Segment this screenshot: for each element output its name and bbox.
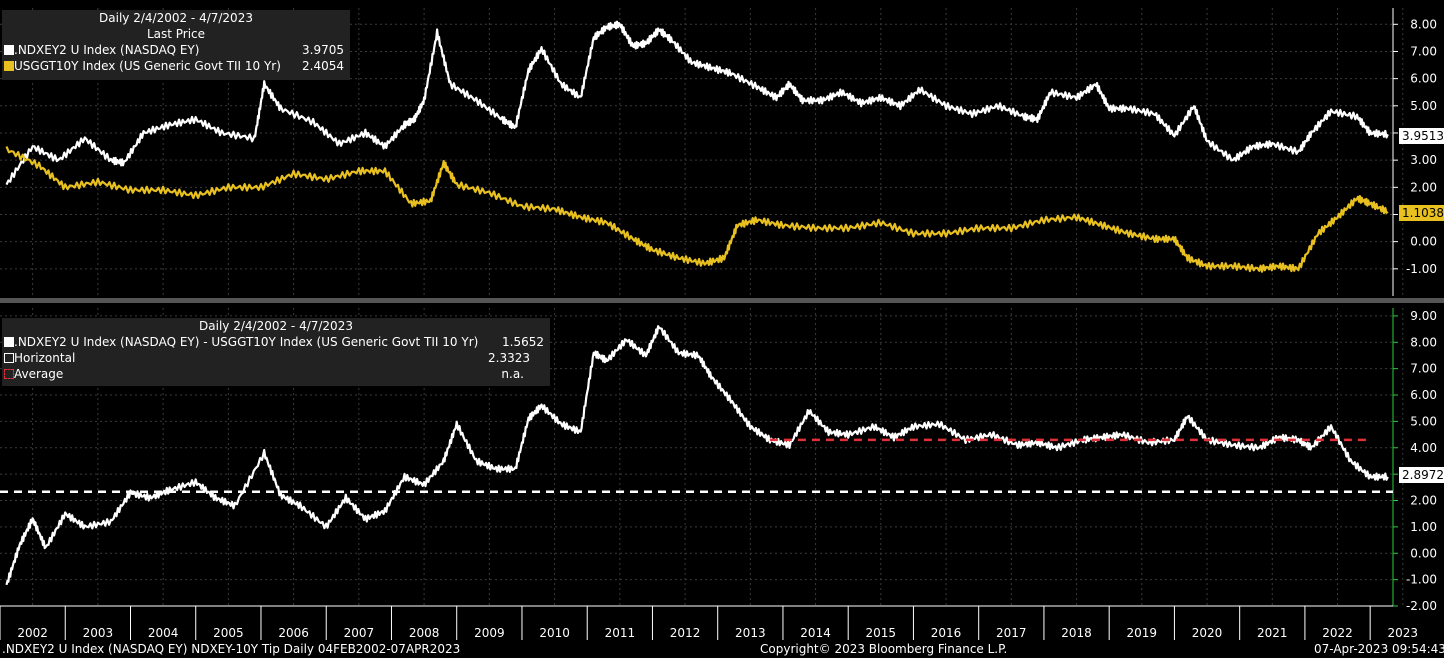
legend-label: .NDXEY2 U Index (NASDAQ EY) - USGGT10Y I… (14, 335, 479, 349)
y-tick-label: -1.00 (1406, 573, 1437, 587)
x-tick-label: 2015 (866, 626, 897, 640)
x-tick-label: 2022 (1322, 626, 1353, 640)
legend-label: Horizontal (14, 351, 76, 365)
yellow-swatch-icon (4, 61, 14, 71)
series-line-ndxey (5, 20, 1389, 186)
x-tick-label: 2013 (735, 626, 766, 640)
legend-value: n.a. (501, 367, 524, 381)
y-tick-label: 2.00 (1410, 180, 1437, 194)
footer-left-text: .NDXEY2 U Index (NASDAQ EY) NDXEY-10Y Ti… (2, 642, 461, 656)
x-axis: 2002 2003 2004 2005 2006 2007 2008 2009 2010 2011… (0, 605, 1419, 640)
chart-canvas: -1.00 0.00 1.00 2.00 3.00 4.00 5.00 6.00 7.00 8.0… (0, 8, 1444, 640)
legend-label: USGGT10Y Index (US Generic Govt TII 10 Y… (14, 59, 281, 73)
legend-value: 3.9705 (302, 43, 344, 57)
x-tick-label: 2002 (17, 626, 48, 640)
x-tick-label: 2003 (83, 626, 114, 640)
y-tick-label: 7.00 (1410, 362, 1437, 376)
x-tick-label: 2010 (539, 626, 570, 640)
y-tick-label: 4.00 (1410, 441, 1437, 455)
y-tick-label: 2.00 (1410, 494, 1437, 508)
x-tick-label: 2006 (278, 626, 309, 640)
footer-timestamp: 07-Apr-2023 09:54:43 (1314, 642, 1444, 656)
x-tick-label: 2021 (1257, 626, 1288, 640)
y-tick-label: 5.00 (1410, 99, 1437, 113)
x-tick-label: 2023 (1388, 626, 1419, 640)
bottom-legend: Daily 2/4/2002 - 4/7/2023 .NDXEY2 U Inde… (2, 318, 550, 386)
x-tick-label: 2014 (800, 626, 831, 640)
y-tick-label: 0.00 (1410, 546, 1437, 560)
y-tick-label: -2.00 (1406, 599, 1437, 613)
panel-divider (0, 298, 1444, 303)
bottom-legend-entry-horizontal[interactable]: Horizontal 2.3323 (2, 350, 550, 366)
y-tick-label: 0.00 (1410, 235, 1437, 249)
white-swatch-icon (4, 45, 14, 55)
y-tick-label: 7.00 (1410, 44, 1437, 58)
footer-copyright: Copyright© 2023 Bloomberg Finance L.P. (760, 642, 1008, 656)
x-tick-label: 2011 (605, 626, 636, 640)
bottom-legend-entry-spread[interactable]: .NDXEY2 U Index (NASDAQ EY) - USGGT10Y I… (2, 334, 550, 350)
x-tick-label: 2016 (931, 626, 962, 640)
legend-label: .NDXEY2 U Index (NASDAQ EY) (14, 43, 200, 57)
top-legend-subheader: Last Price (146, 27, 206, 41)
top-legend: Daily 2/4/2002 - 4/7/2023 Last Price .ND… (2, 10, 350, 80)
x-tick-label: 2017 (996, 626, 1027, 640)
white-swatch-icon (4, 337, 14, 347)
last-price-tag-spread: 2.8972 (1399, 467, 1444, 483)
top-panel: -1.000.001.002.003.004.005.006.007.008.0… (0, 8, 1444, 303)
x-tick-label: 2020 (1192, 626, 1223, 640)
y-tick-label: 8.00 (1410, 335, 1437, 349)
x-tick-label: 2018 (1061, 626, 1092, 640)
x-tick-label: 2008 (409, 626, 440, 640)
x-tick-label: 2019 (1127, 626, 1158, 640)
legend-value: 1.5652 (502, 335, 544, 349)
top-legend-entry-ndxey[interactable]: .NDXEY2 U Index (NASDAQ EY) 3.9705 (2, 42, 350, 58)
y-tick-label: 3.00 (1410, 153, 1437, 167)
hollow-swatch-icon (4, 353, 14, 363)
series-line-spread (5, 325, 1389, 586)
last-price-tag-yellow: 1.1038 (1399, 205, 1444, 221)
bottom-legend-entry-average[interactable]: Average n.a. (2, 366, 550, 382)
legend-label: Average (14, 367, 64, 381)
x-tick-label: 2012 (670, 626, 701, 640)
legend-value: 2.4054 (302, 59, 344, 73)
top-legend-entry-tips[interactable]: USGGT10Y Index (US Generic Govt TII 10 Y… (2, 58, 350, 74)
x-tick-label: 2007 (344, 626, 375, 640)
last-price-tag-white: 3.9513 (1399, 128, 1444, 144)
y-tick-label: 6.00 (1410, 72, 1437, 86)
bottom-legend-header: Daily 2/4/2002 - 4/7/2023 (199, 319, 353, 333)
y-tick-label: 8.00 (1410, 17, 1437, 31)
y-tick-label: 1.00 (1410, 520, 1437, 534)
footer-bar: .NDXEY2 U Index (NASDAQ EY) NDXEY-10Y Ti… (0, 640, 1444, 658)
y-tick-label: 9.00 (1410, 309, 1437, 323)
x-tick-label: 2004 (148, 626, 179, 640)
y-tick-label: -1.00 (1406, 262, 1437, 276)
y-tick-label: 6.00 (1410, 388, 1437, 402)
top-legend-header: Daily 2/4/2002 - 4/7/2023 (99, 11, 253, 25)
y-tick-label: 5.00 (1410, 414, 1437, 428)
x-tick-label: 2009 (474, 626, 505, 640)
x-tick-label: 2005 (213, 626, 244, 640)
series-line-tips (5, 146, 1389, 273)
dashed-red-swatch-icon (4, 369, 14, 379)
legend-value: 2.3323 (488, 351, 530, 365)
bottom-panel: -2.00-1.000.001.002.003.004.005.006.007.… (0, 308, 1437, 613)
